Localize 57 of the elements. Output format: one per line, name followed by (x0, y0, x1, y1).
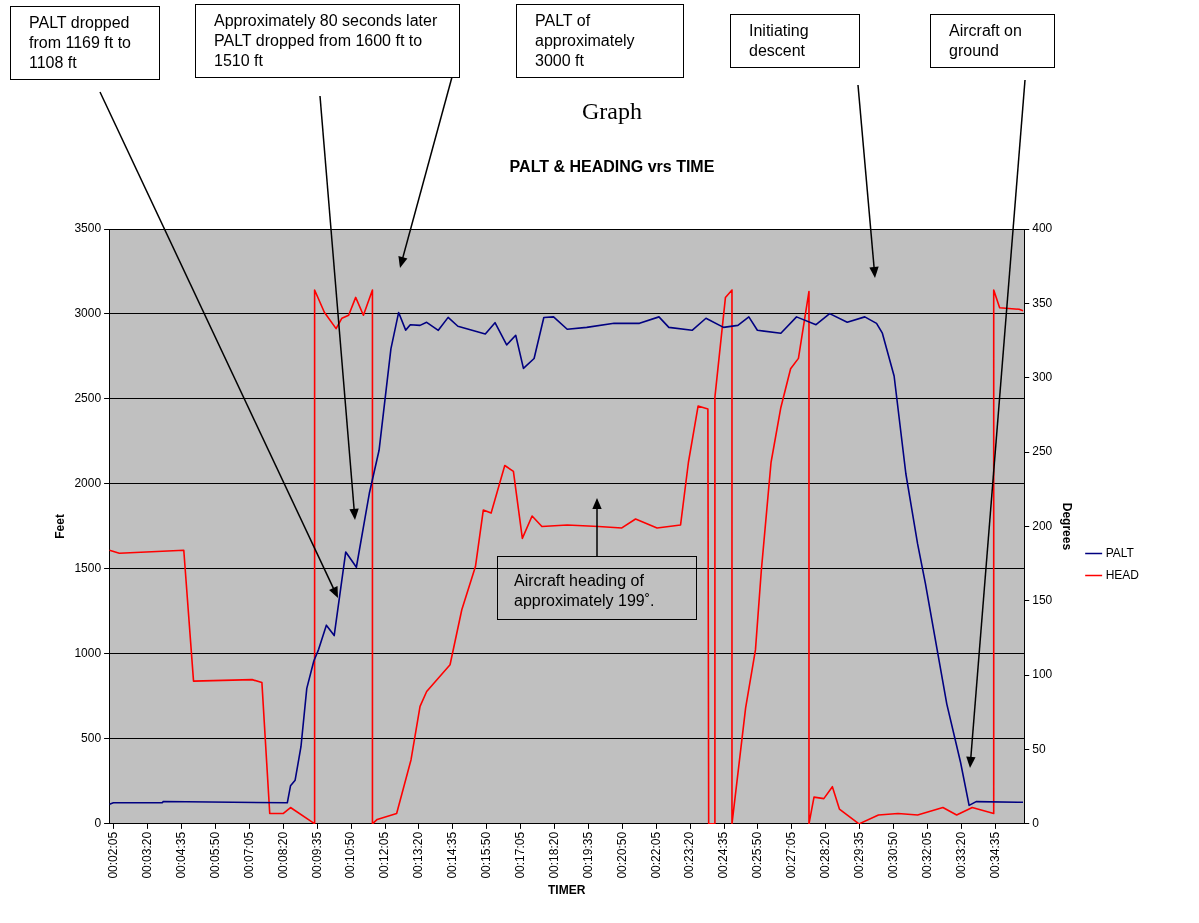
chart-subtitle: Graph (581, 98, 643, 125)
y-tick-label: 1000 (74, 646, 102, 661)
x-tick-label: 00:24:35 (716, 831, 731, 879)
legend-label: PALT (1105, 545, 1135, 560)
x-tick-label: 00:02:05 (106, 831, 121, 879)
x-tick-label: 00:20:50 (614, 831, 629, 879)
x-tick-label: 00:04:35 (173, 831, 188, 879)
y-tick-label: 3500 (74, 221, 102, 236)
x-tick-label: 00:34:35 (987, 831, 1002, 879)
text: PALT dropped from 1169 ft to 1108 ft (10, 6, 160, 80)
x-tick-label: 00:23:20 (682, 831, 697, 879)
x-tick-label: 00:15:50 (479, 831, 494, 879)
y2-tick-label: 400 (1032, 221, 1053, 236)
x-tick-label: 00:27:05 (784, 831, 799, 879)
x-tick-label: 00:19:35 (580, 831, 595, 879)
chart-title: PALT & HEADING vrs TIME (508, 158, 716, 176)
y2-tick-label: 150 (1032, 593, 1053, 608)
x-tick-label: 00:03:20 (140, 831, 155, 879)
x-tick-label: 00:32:05 (919, 831, 934, 879)
x-tick-label: 00:09:35 (309, 831, 324, 879)
y-tick-label: 0 (94, 816, 102, 831)
y2-tick-label: 50 (1032, 741, 1046, 756)
x-tick-label: 00:12:05 (377, 831, 392, 879)
y2-axis-title: Degrees (1060, 502, 1075, 551)
y-tick-label: 500 (81, 731, 102, 746)
text: Aircraft on ground (930, 14, 1055, 68)
x-tick-label: 00:33:20 (953, 831, 968, 879)
annotation: Aircraft heading of approximately 199˚. (497, 556, 697, 620)
x-axis-title: TIMER (548, 883, 586, 898)
x-tick-label: 00:13:20 (411, 831, 426, 879)
x-tick-label: 00:05:50 (207, 831, 222, 879)
y2-tick-label: 350 (1032, 295, 1053, 310)
y2-tick-label: 0 (1032, 816, 1040, 831)
y-tick-label: 3000 (74, 306, 102, 321)
x-tick-label: 00:29:35 (851, 831, 866, 879)
y-tick-label: 2500 (74, 391, 102, 406)
x-tick-label: 00:14:35 (445, 831, 460, 879)
x-tick-label: 00:25:50 (750, 831, 765, 879)
text: Approximately 80 seconds later PALT dropped from 1600 ft to 1510 ft (195, 4, 460, 78)
text: PALT of approximately 3000 ft (516, 4, 684, 78)
y2-tick-label: 200 (1032, 518, 1053, 533)
x-tick-label: 00:28:20 (818, 831, 833, 879)
legend-label: HEAD (1105, 567, 1140, 582)
x-tick-label: 00:30:50 (885, 831, 900, 879)
x-tick-label: 00:08:20 (275, 831, 290, 879)
text: Initiating descent (730, 14, 860, 68)
x-tick-label: 00:07:05 (241, 831, 256, 879)
y2-tick-label: 250 (1032, 444, 1053, 459)
x-tick-label: 00:18:20 (546, 831, 561, 879)
x-tick-label: 00:10:50 (343, 831, 358, 879)
y-tick-label: 2000 (74, 476, 102, 491)
x-tick-label: 00:22:05 (648, 831, 663, 879)
y-axis-title: Feet (52, 514, 67, 539)
y2-tick-label: 100 (1032, 667, 1053, 682)
y2-tick-label: 300 (1032, 370, 1053, 385)
y-tick-label: 1500 (74, 561, 102, 576)
x-tick-label: 00:17:05 (512, 831, 527, 879)
